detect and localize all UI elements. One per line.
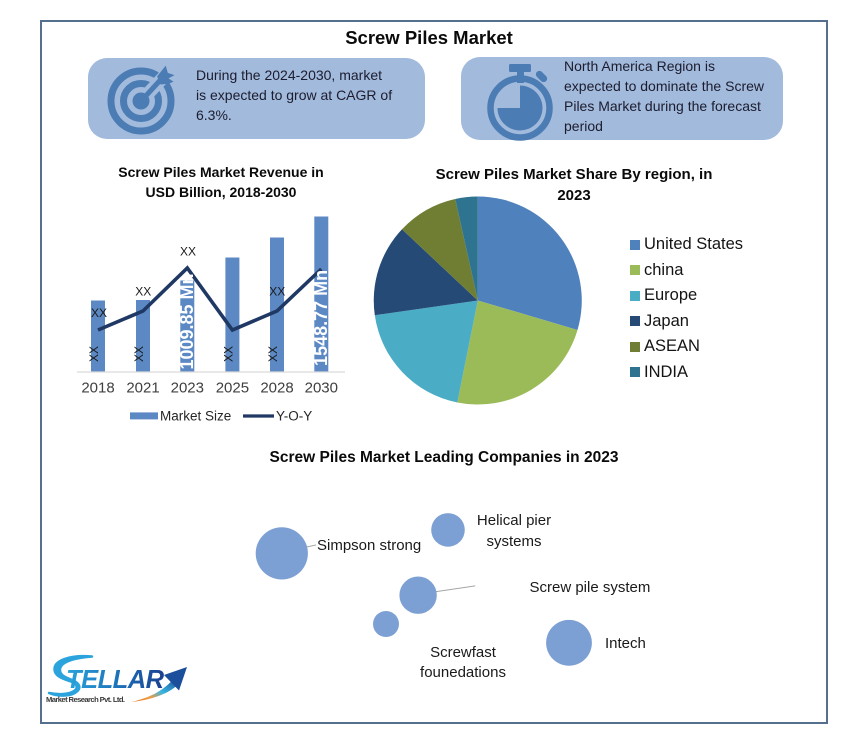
svg-text:2023: 2023 — [171, 380, 204, 397]
svg-text:TELLAR: TELLAR — [66, 666, 165, 694]
svg-text:XX: XX — [266, 346, 280, 362]
svg-text:Y-O-Y: Y-O-Y — [276, 408, 312, 423]
svg-text:2021: 2021 — [126, 380, 159, 397]
svg-text:Market Size: Market Size — [160, 408, 231, 423]
svg-text:XX: XX — [132, 346, 146, 362]
svg-text:2030: 2030 — [305, 380, 338, 397]
svg-text:2028: 2028 — [260, 380, 293, 397]
svg-text:XX: XX — [87, 346, 101, 362]
svg-text:XX: XX — [91, 306, 107, 320]
svg-text:XX: XX — [180, 245, 196, 259]
svg-text:2018: 2018 — [81, 380, 114, 397]
svg-text:XX: XX — [135, 285, 151, 299]
svg-text:XX: XX — [221, 346, 235, 362]
svg-text:Market Research Pvt. Ltd.: Market Research Pvt. Ltd. — [46, 695, 125, 704]
svg-text:1009.85 Mn: 1009.85 Mn — [177, 273, 197, 369]
svg-text:XX: XX — [269, 285, 285, 299]
svg-text:1548.77 Mn: 1548.77 Mn — [311, 270, 331, 366]
svg-text:2025: 2025 — [216, 380, 249, 397]
